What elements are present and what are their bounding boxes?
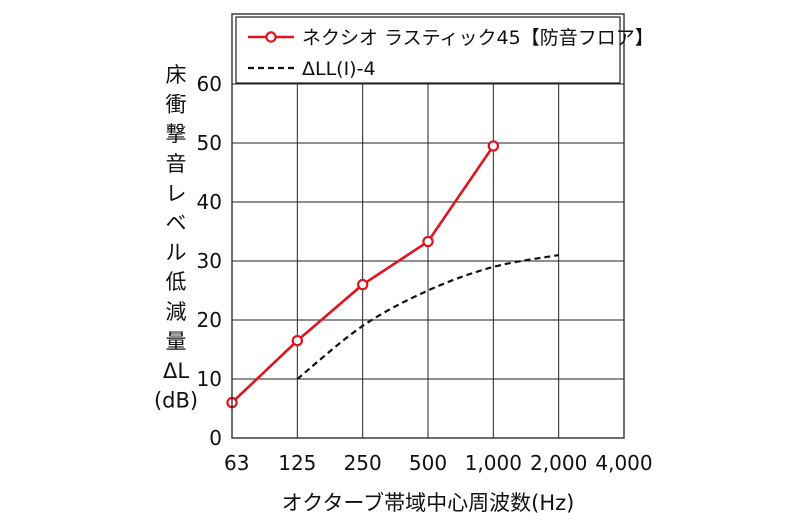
y-tick-label: 50 <box>197 131 222 155</box>
y-axis-title-char: 床 <box>166 63 187 87</box>
legend: ネクシオ ラスティック45【防音フロア】 ΔLL(Ⅰ)-4 <box>235 16 654 84</box>
y-tick-label: 10 <box>197 367 222 391</box>
legend-label: ネクシオ ラスティック45【防音フロア】 <box>302 27 654 49</box>
y-tick-label: 40 <box>197 190 222 214</box>
plot-frame <box>231 13 625 439</box>
grid <box>231 83 625 439</box>
legend-swatch-marker <box>265 31 277 43</box>
y-axis-title-char: 低 <box>166 270 187 294</box>
data-point <box>291 334 304 347</box>
y-tick-label: 20 <box>197 308 222 332</box>
y-axis-title-char: ル <box>166 241 187 265</box>
y-axis-title-char: 量 <box>166 329 187 353</box>
legend-label: ΔLL(Ⅰ)-4 <box>302 58 376 80</box>
x-tick-label: 500 <box>409 451 447 475</box>
data-point <box>487 140 500 152</box>
y-axis-title-char: ΔL <box>163 359 189 383</box>
y-axis-title-char: 衝 <box>166 93 187 117</box>
y-axis-title-char: ベ <box>166 211 187 235</box>
x-tick-label: 4,000 <box>595 451 652 475</box>
y-axis-title-char: レ <box>166 181 187 205</box>
y-axis-title-char: 音 <box>166 152 187 176</box>
x-tick-label: 125 <box>278 451 316 475</box>
legend-box <box>235 16 621 84</box>
x-tick-label: 1,000 <box>465 451 522 475</box>
y-axis-title-char: (dB) <box>154 389 198 413</box>
data-point <box>422 235 434 248</box>
x-tick-label: 63 <box>224 451 249 475</box>
series-layer <box>226 140 559 409</box>
y-tick-label: 30 <box>197 249 222 273</box>
axes: 0 10 20 30 40 50 60 63 125 250 500 1,000 2,000 4,000 <box>197 13 653 475</box>
x-tick-label: 2,000 <box>530 451 587 475</box>
y-axis-title-char: 減 <box>166 300 187 324</box>
y-tick-label: 0 <box>209 426 222 450</box>
x-tick-label: 250 <box>344 451 382 475</box>
series-line-dLL <box>296 254 559 380</box>
data-point <box>356 278 369 291</box>
x-axis-title: オクターブ帯域中心周波数(Hz) <box>282 491 575 515</box>
y-tick-label: 60 <box>197 72 222 96</box>
y-axis-title-char: 撃 <box>166 122 187 146</box>
